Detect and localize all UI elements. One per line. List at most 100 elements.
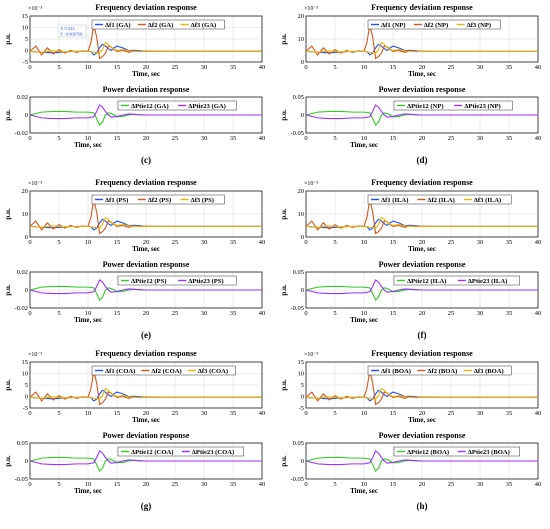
x-tick-label: 30 [477,410,484,417]
y-tick-label: 15 [298,359,305,366]
freq-title: Frequency deviation response [371,178,473,187]
x-tick-label: 15 [390,239,397,246]
subfigure-e: Frequency deviation response ×10⁻³ 0 5 10 15 2… [4,178,265,340]
tie-line-2 [29,279,262,295]
x-tick-label: 30 [201,481,208,488]
x-tick-label: 30 [201,410,208,417]
tie-ylabel: p.u. [4,109,12,121]
axes-frame [305,361,539,409]
y-tick-label: 0 [301,112,304,119]
x-tick-label: 5 [333,310,336,317]
y-tick-label: 0 [301,287,304,294]
x-tick-label: 0 [28,239,31,246]
legend-entry: Δf3 (COA) [198,368,228,375]
tie-xlabel: Time, sec [350,487,378,495]
x-tick-label: 0 [28,135,31,142]
freq-line-3 [305,387,538,400]
legend-entry: Δf2 (GA) [148,22,174,29]
subfigure-caption: (c) [141,155,151,165]
y-tick-label: 20 [298,13,305,20]
x-tick-label: 10 [361,239,368,246]
x-tick-label: 15 [390,410,397,417]
x-tick-label: 35 [506,310,513,317]
legend-box [393,100,513,111]
legend-entry: Δf1 (COA) [105,368,135,375]
tie-xlabel: Time, sec [350,141,378,149]
y-tick-label: 0 [25,48,28,55]
x-tick-label: 30 [477,310,484,317]
freq-xlabel: Time, sec [408,245,436,253]
tie-ylabel: p.u. [4,284,12,296]
y-tick-label: 0.05 [293,269,304,276]
legend-box [117,100,237,111]
freq-ylabel: p.u. [280,208,288,220]
freq-title: Frequency deviation response [95,3,197,12]
x-tick-label: 35 [506,239,513,246]
y-tick-label: 5 [25,36,28,43]
subfigure-g: Frequency deviation response ×10⁻³ 0 5 10 15 2… [4,349,265,511]
y-tick-label: -5 [299,405,304,412]
freq-ylabel: p.u. [4,33,12,45]
x-tick-label: 40 [259,239,266,246]
x-tick-label: 40 [535,481,542,488]
x-tick-label: 30 [201,135,208,142]
x-tick-label: 40 [535,64,542,71]
x-tick-label: 20 [419,481,426,488]
legend-box [91,365,236,376]
freq-exponent: ×10⁻³ [28,181,43,187]
x-tick-label: 0 [304,135,307,142]
legend-entry: Δf2 (ILA) [427,197,454,204]
x-tick-label: 25 [172,135,179,142]
freq-title: Frequency deviation response [95,178,197,187]
x-tick-label: 10 [361,64,368,71]
legend-box [117,275,237,286]
subfigure-h: Frequency deviation response ×10⁻³ 0 5 10 15 2… [280,349,541,511]
x-tick-label: 5 [333,64,336,71]
x-tick-label: 40 [535,239,542,246]
x-tick-label: 20 [143,310,150,317]
x-tick-label: 40 [259,410,266,417]
axes-frame [29,190,263,238]
subfigure-f: Frequency deviation response ×10⁻³ 0 5 10 15 2… [280,178,541,340]
x-tick-label: 15 [114,64,121,71]
x-tick-label: 0 [28,310,31,317]
tie-title: Power deviation response [379,85,466,94]
x-tick-label: 40 [259,310,266,317]
legend-box [367,365,512,376]
tie-line-2 [305,104,538,120]
tie-title: Power deviation response [103,431,190,440]
y-tick-label: 10 [298,36,305,43]
legend-entry: Δf3 (ILA) [474,197,501,204]
tie-title: Power deviation response [379,431,466,440]
legend-entry: ΔPtie12 (PS) [131,278,166,285]
x-tick-label: 20 [419,64,426,71]
y-tick-label: 0 [301,458,304,465]
subfigure-c: Frequency deviation response ×10⁻³ 0 5 10 15 2… [4,3,265,165]
x-tick-label: 40 [259,64,266,71]
freq-xlabel: Time, sec [408,70,436,78]
x-tick-label: 20 [143,410,150,417]
x-tick-label: 35 [230,64,237,71]
x-tick-label: 0 [28,64,31,71]
x-tick-label: 20 [419,410,426,417]
freq-exponent: ×10⁻³ [304,181,319,187]
legend-entry: Δf1 (GA) [105,22,131,29]
x-tick-label: 25 [172,481,179,488]
tie-title: Power deviation response [103,260,190,269]
freq-xlabel: Time, sec [408,416,436,424]
y-tick-label: 20 [22,188,29,195]
x-tick-label: 40 [535,310,542,317]
freq-ylabel: p.u. [4,379,12,391]
x-tick-label: 0 [28,410,31,417]
x-tick-label: 0 [304,310,307,317]
x-tick-label: 40 [259,135,266,142]
freq-exponent: ×10⁻³ [28,6,43,12]
freq-ylabel: p.u. [280,33,288,45]
y-tick-label: -5 [23,405,28,412]
x-tick-label: 20 [419,239,426,246]
x-tick-label: 0 [28,481,31,488]
x-tick-label: 40 [535,410,542,417]
legend-box [393,275,520,286]
tie-ylabel: p.u. [280,455,288,467]
